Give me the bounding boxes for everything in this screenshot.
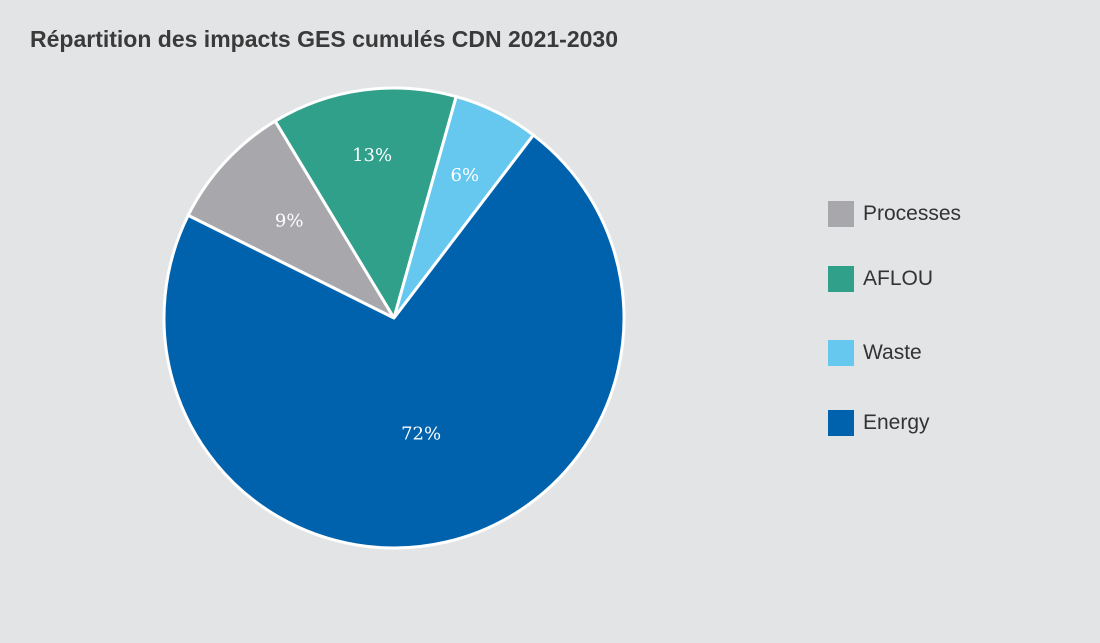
legend-item-processes: Processes bbox=[828, 199, 1068, 229]
legend-item-energy: Energy bbox=[828, 408, 1068, 438]
legend-label-processes: Processes bbox=[863, 202, 962, 225]
legend-swatch-energy bbox=[828, 410, 854, 436]
pie-slice-energy bbox=[162, 133, 626, 550]
legend-item-aflou: AFLOU bbox=[828, 264, 1068, 294]
chart-title: Répartition des impacts GES cumulés CDN … bbox=[30, 26, 618, 52]
legend-swatch-waste bbox=[828, 340, 854, 366]
pie-slice-aflou bbox=[273, 86, 458, 320]
legend-swatch-aflou bbox=[828, 266, 854, 292]
slice-label-energy: 72% bbox=[401, 423, 441, 444]
legend-label-aflou: AFLOU bbox=[863, 267, 934, 290]
slice-label-processes: 9% bbox=[275, 210, 304, 231]
legend-item-waste: Waste bbox=[828, 338, 1068, 368]
pie-slice-processes bbox=[186, 119, 396, 320]
slice-label-aflou: 13% bbox=[352, 145, 392, 166]
legend-label-waste: Waste bbox=[863, 341, 922, 364]
legend-swatch-processes bbox=[828, 201, 854, 227]
legend-label-energy: Energy bbox=[863, 411, 930, 434]
slice-label-waste: 6% bbox=[451, 165, 480, 186]
